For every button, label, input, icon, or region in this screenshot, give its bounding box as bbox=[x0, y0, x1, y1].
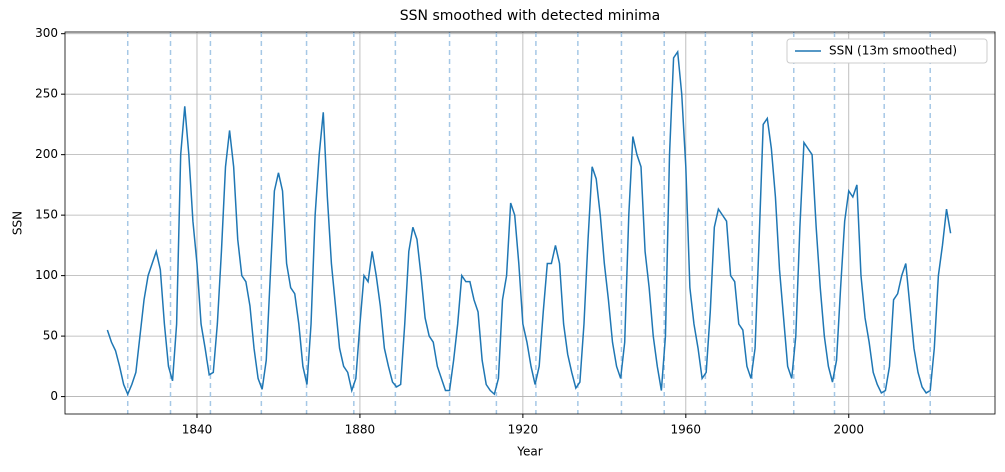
y-axis-label: SSN bbox=[11, 211, 25, 235]
legend-box bbox=[786, 38, 988, 64]
y-tick-label: 250 bbox=[35, 87, 58, 101]
y-tick-label: 150 bbox=[35, 208, 58, 222]
chart-title: SSN smoothed with detected minima bbox=[400, 8, 660, 24]
series-line bbox=[106, 49, 952, 397]
x-tick-label: 1920 bbox=[508, 423, 539, 437]
plot-frame bbox=[64, 31, 996, 415]
y-tick-label: 0 bbox=[50, 389, 58, 403]
x-tick-label: 1960 bbox=[671, 423, 702, 437]
y-tick-label: 100 bbox=[35, 268, 58, 282]
x-tick-label: 1880 bbox=[345, 423, 376, 437]
legend-label: SSN (13m smoothed) bbox=[829, 44, 957, 58]
x-tick-label: 2000 bbox=[833, 423, 864, 437]
y-tick-label: 50 bbox=[43, 329, 58, 343]
x-axis-label: Year bbox=[516, 445, 542, 459]
x-tick-label: 1840 bbox=[182, 423, 213, 437]
y-tick-label: 300 bbox=[35, 26, 58, 40]
y-tick-label: 200 bbox=[35, 147, 58, 161]
